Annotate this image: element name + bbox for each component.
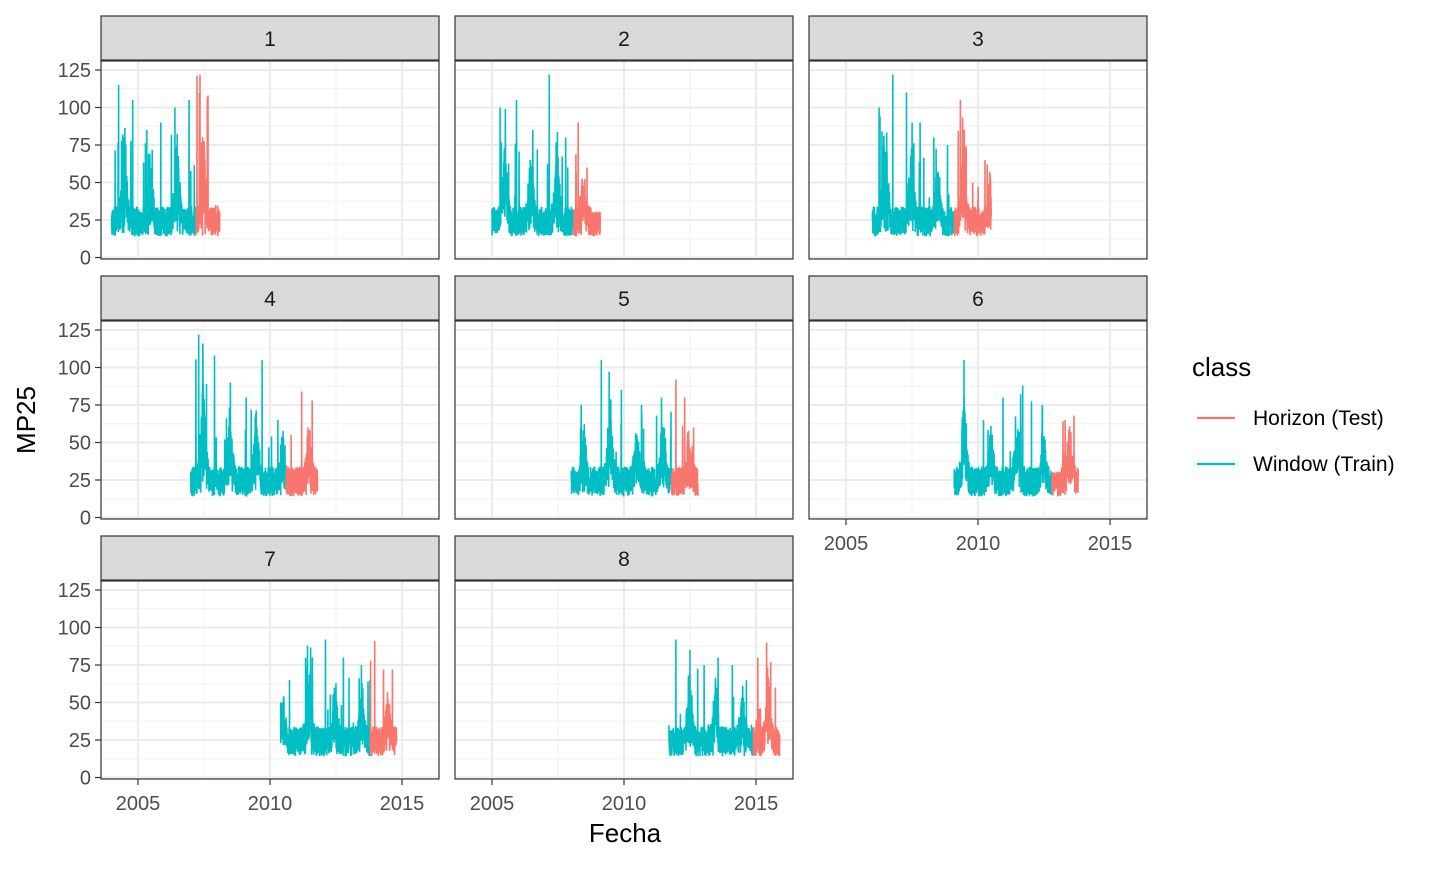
facet-panel-1: 1 0 25 50 75 100 125 [58, 15, 440, 270]
legend-label-window: Window (Train) [1253, 453, 1395, 476]
x-tick-label: 2015 [380, 793, 425, 815]
legend-entry-window: Window (Train) [1197, 453, 1395, 476]
y-tick-label: 50 [69, 433, 91, 455]
y-tick-label: 125 [58, 60, 91, 82]
facet-strip-label: 7 [264, 548, 276, 571]
x-tick-label: 2010 [248, 793, 293, 815]
y-tick-label: 50 [69, 693, 91, 715]
facet-panel-4: 4 0 25 50 75 100 125 [58, 275, 440, 530]
series-horizon-test [953, 99, 992, 237]
y-tick-label: 125 [58, 580, 91, 602]
panel-border [454, 320, 794, 520]
panel-border [808, 60, 1148, 260]
x-tick-label: 2015 [734, 793, 779, 815]
facet-panel-7: 7 0 25 50 75 100 125 2005 2010 2015 [58, 535, 440, 815]
facet-strip [454, 15, 794, 61]
legend-title: class [1192, 352, 1251, 382]
facet-panel-3: 3 [808, 15, 1148, 260]
y-tick-label: 0 [80, 248, 91, 270]
y-tick-label: 75 [69, 135, 91, 157]
series-window-train [871, 74, 955, 237]
y-tick-label: 75 [69, 395, 91, 417]
series-horizon-test [670, 379, 699, 497]
panel-border [100, 60, 440, 260]
series-window-train [190, 334, 287, 498]
y-tick-label: 0 [80, 508, 91, 530]
y-tick-label: 25 [69, 210, 91, 232]
series-window-train [668, 639, 755, 757]
y-tick-label: 100 [58, 618, 91, 640]
series-horizon-test [573, 122, 601, 237]
facet-panel-6: 6 2005 2010 2015 [808, 275, 1148, 555]
facet-strip [100, 15, 440, 61]
series-horizon-test [369, 640, 398, 757]
series-window-train [570, 359, 673, 498]
facet-strip-label: 6 [972, 288, 984, 311]
facet-strip-label: 5 [618, 288, 630, 311]
x-tick-label: 2010 [956, 533, 1001, 555]
facet-panel-2: 2 [454, 15, 794, 260]
facet-strip-label: 4 [264, 288, 276, 311]
panel-border [454, 60, 794, 260]
facet-strip [454, 275, 794, 321]
facet-strip [808, 15, 1148, 61]
panel-border [100, 320, 440, 520]
y-tick-label: 25 [69, 730, 91, 752]
legend: class Horizon (Test) Window (Train) [1192, 352, 1395, 476]
facet-strip-label: 2 [618, 28, 630, 51]
facet-strip [454, 535, 794, 581]
x-tick-label: 2005 [470, 793, 515, 815]
facet-strip-label: 1 [264, 28, 276, 51]
facet-strip-label: 8 [618, 548, 630, 571]
legend-label-horizon: Horizon (Test) [1253, 407, 1384, 430]
y-axis-title: MP25 [11, 386, 41, 454]
facet-panel-5: 5 [454, 275, 794, 520]
series-window-train [110, 84, 197, 237]
facet-panel-8: 8 2005 2010 2015 [454, 535, 794, 815]
y-tick-label: 100 [58, 98, 91, 120]
facet-strip [100, 275, 440, 321]
series-window-train [279, 639, 372, 757]
facet-strip [100, 535, 440, 581]
x-tick-label: 2010 [602, 793, 647, 815]
y-tick-label: 25 [69, 470, 91, 492]
series-horizon-test [195, 74, 221, 237]
y-tick-label: 50 [69, 173, 91, 195]
y-tick-label: 100 [58, 358, 91, 380]
series-horizon-test [1051, 415, 1080, 497]
facet-panels: 1 0 25 50 75 100 125 2 3 4 0 25 50 75 100 125 5 6 2005 2010… [58, 15, 1148, 815]
facet-strip-label: 3 [972, 28, 984, 51]
facet-strip [808, 275, 1148, 321]
x-tick-label: 2015 [1088, 533, 1133, 555]
series-horizon-test [752, 642, 781, 756]
series-horizon-test [285, 391, 319, 497]
series-window-train [953, 359, 1053, 497]
series-window-train [491, 74, 575, 237]
y-tick-label: 0 [80, 768, 91, 790]
y-tick-label: 75 [69, 655, 91, 677]
legend-entry-horizon: Horizon (Test) [1197, 407, 1384, 430]
x-axis-title: Fecha [589, 818, 662, 848]
x-tick-label: 2005 [116, 793, 161, 815]
x-tick-label: 2005 [824, 533, 869, 555]
y-tick-label: 125 [58, 320, 91, 342]
